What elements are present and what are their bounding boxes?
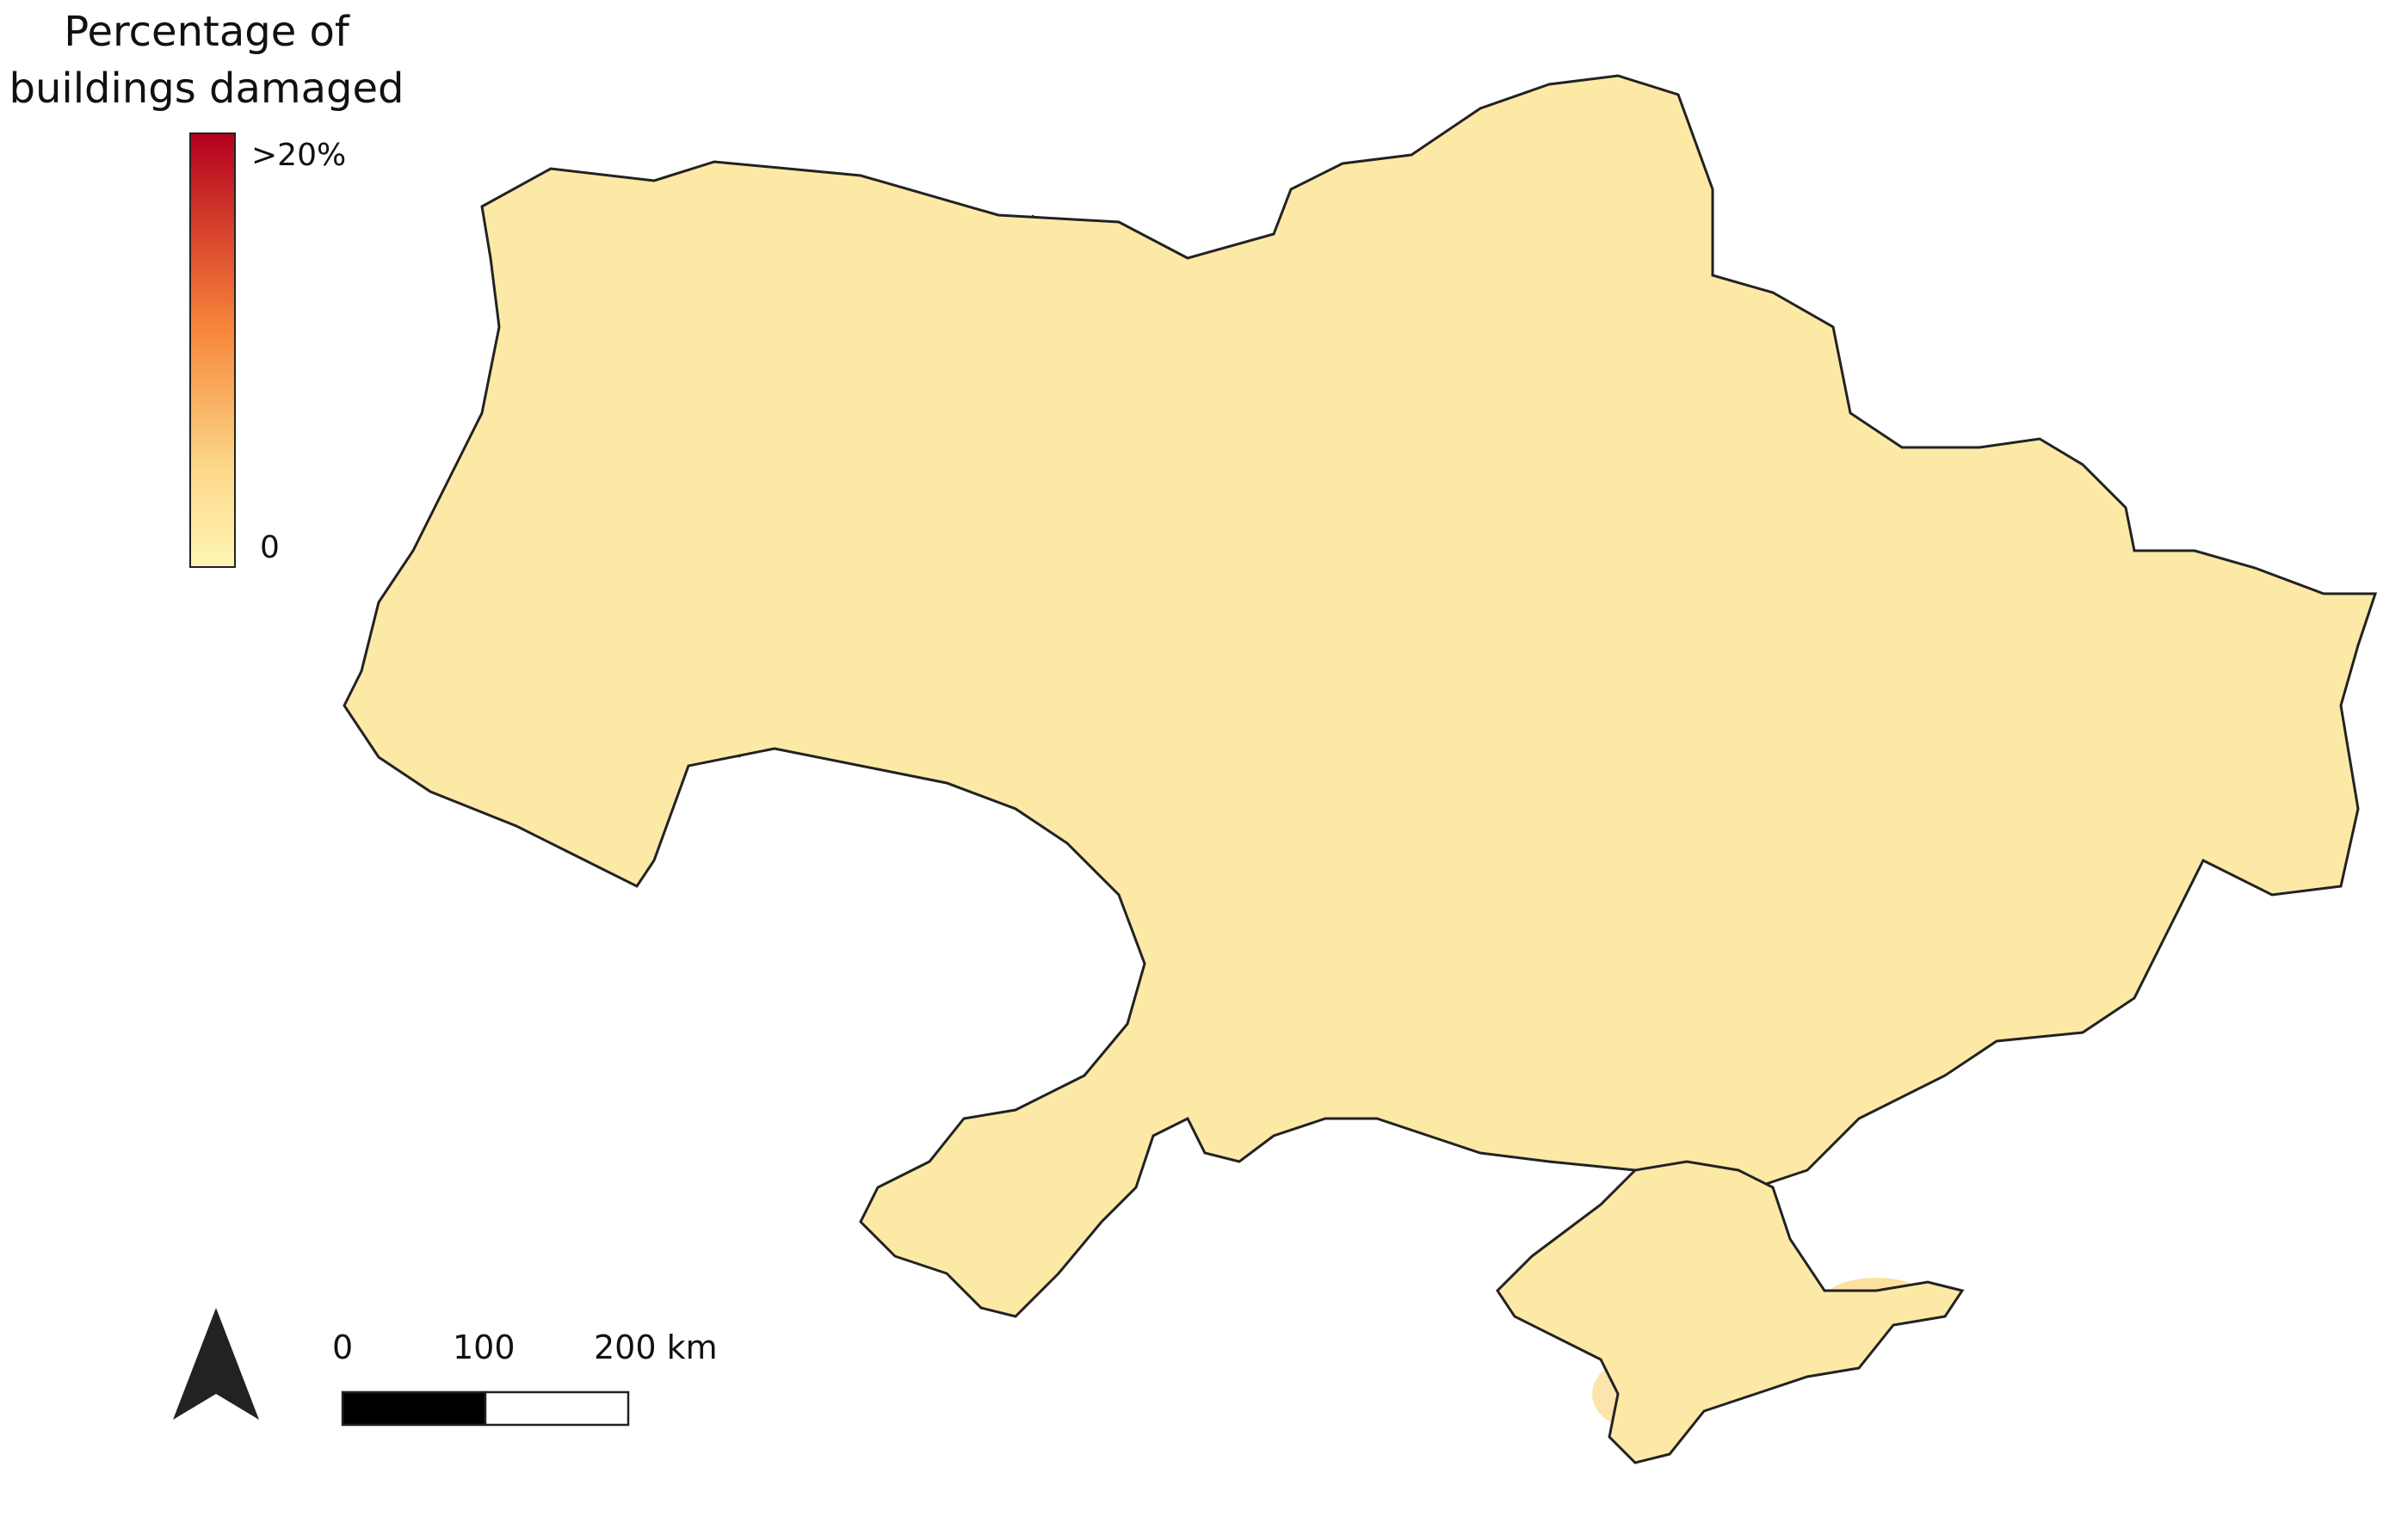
legend-title-line1: Percentage of (64, 8, 349, 56)
legend-min-label: 0 (260, 530, 280, 565)
legend-max-label: >20% (251, 138, 347, 173)
legend-title: Percentage of buildings damaged (0, 3, 413, 117)
scale-tick-0: 0 (332, 1328, 354, 1366)
legend-title-line2: buildings damaged (9, 65, 404, 113)
north-arrow-icon (173, 1308, 259, 1420)
legend-color-ramp (189, 133, 236, 568)
scale-tick-200: 200 km (594, 1328, 718, 1366)
scale-tick-100: 100 (453, 1328, 516, 1366)
scale-bar (341, 1390, 630, 1427)
